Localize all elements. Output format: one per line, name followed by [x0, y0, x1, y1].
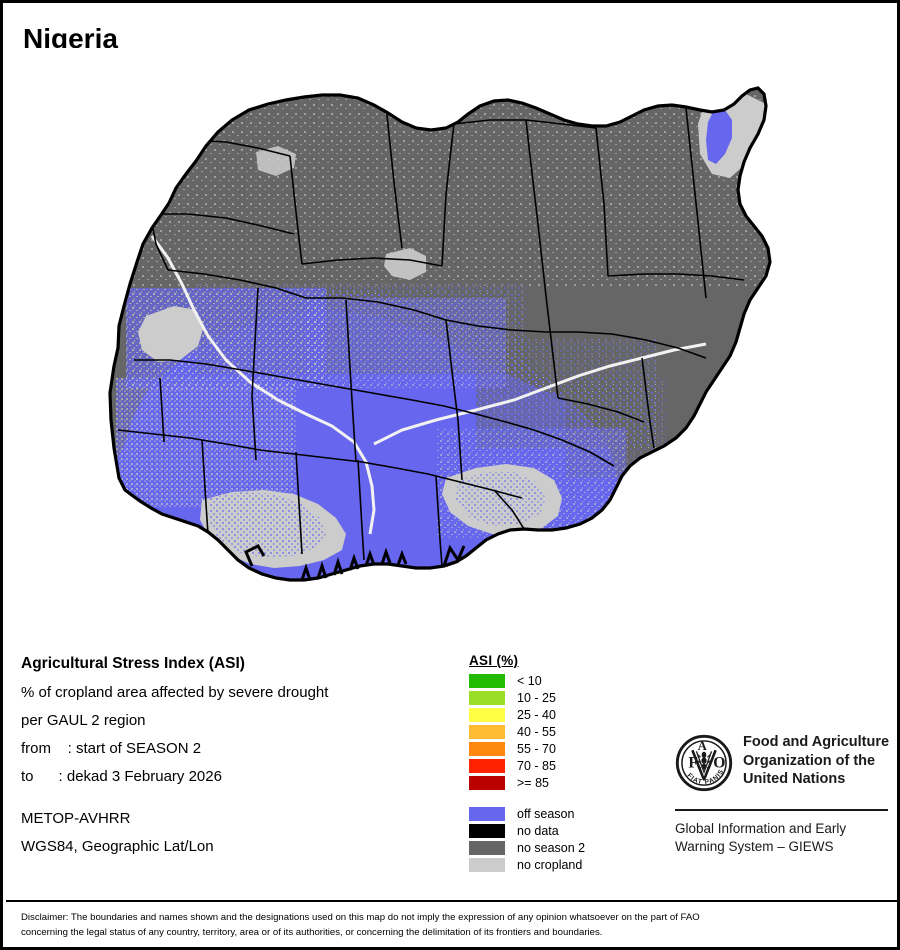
giews-name: Global Information and Early Warning Sys… [675, 820, 893, 855]
svg-text:A: A [698, 739, 708, 753]
legend-item-no-data[interactable]: no data [469, 822, 659, 839]
disclaimer-line-1: Disclaimer: The boundaries and names sho… [21, 912, 700, 923]
fao-name-line-3: United Nations [743, 771, 846, 788]
benue-river [373, 342, 707, 446]
map-legend: ASI (%) < 10 10 - 25 25 - 40 40 - 55 55 … [469, 653, 659, 873]
legend-item[interactable]: 10 - 25 [469, 689, 659, 706]
legend-title: ASI (%) [469, 653, 519, 668]
legend-item[interactable]: 25 - 40 [469, 706, 659, 723]
fao-branding: F A O FIAT PANIS Food and Agriculture O [675, 733, 893, 855]
asi-period-from: from : start of SEASON 2 [21, 740, 202, 757]
admin-boundaries [117, 105, 745, 567]
sensor-label: METOP-AVHRR [21, 810, 131, 827]
legend-swatch [469, 707, 505, 722]
asi-period-to: to : dekad 3 February 2026 [21, 768, 222, 785]
legend-label: 55 - 70 [517, 741, 556, 756]
legend-item[interactable]: 70 - 85 [469, 757, 659, 774]
giews-line-2: Warning System – GIEWS [675, 838, 834, 854]
legend-label: >= 85 [517, 775, 549, 790]
projection-label: WGS84, Geographic Lat/Lon [21, 838, 214, 855]
legend-swatch [469, 758, 505, 773]
country-outline [108, 86, 772, 582]
legend-item[interactable]: 55 - 70 [469, 740, 659, 757]
legend-item-no-cropland[interactable]: no cropland [469, 856, 659, 873]
no-cropland-northwest [138, 306, 204, 362]
legend-swatch [469, 775, 505, 790]
fao-name-line-1: Food and Agriculture [743, 734, 890, 750]
legend-swatch [469, 840, 505, 855]
map-canvas[interactable] [6, 48, 897, 643]
svg-text:F: F [688, 755, 698, 772]
map-info-panel: Agricultural Stress Index (ASI) % of cro… [21, 655, 451, 866]
legend-label: 10 - 25 [517, 690, 556, 705]
legend-swatch [469, 690, 505, 705]
disclaimer-line-2: concerning the legal status of any count… [21, 926, 603, 938]
niger-river [150, 235, 376, 535]
info-spacer [21, 796, 451, 810]
legend-label: no season 2 [517, 840, 586, 855]
disclaimer-text: Disclaimer: The boundaries and names sho… [21, 911, 883, 941]
legend-swatch [469, 823, 505, 838]
legend-swatch [469, 857, 505, 872]
legend-item[interactable]: 40 - 55 [469, 723, 659, 740]
legend-swatch [469, 741, 505, 756]
fao-organization-name: Food and Agriculture Organization of the… [743, 733, 889, 789]
lake-chad-water [706, 110, 732, 164]
coastline-detail [244, 544, 466, 581]
legend-swatch [469, 673, 505, 688]
asi-description: % of cropland area affected by severe dr… [21, 684, 329, 701]
legend-label: 70 - 85 [517, 758, 556, 773]
legend-swatch [469, 724, 505, 739]
giews-line-1: Global Information and Early [675, 821, 847, 836]
legend-label: < 10 [517, 673, 542, 688]
legend-item-off-season[interactable]: off season [469, 805, 659, 822]
legend-item[interactable]: >= 85 [469, 774, 659, 791]
legend-swatch [469, 806, 505, 821]
legend-separator [469, 791, 659, 805]
fao-divider [675, 809, 888, 811]
fao-name-line-2: Organization of the [743, 752, 876, 769]
asi-region-level: per GAUL 2 region [21, 712, 146, 729]
nigeria-asi-map[interactable] [6, 48, 897, 643]
legend-label: no data [517, 823, 559, 838]
asi-heading: Agricultural Stress Index (ASI) [21, 655, 245, 672]
legend-label: 25 - 40 [517, 707, 556, 722]
fao-logo-icon: F A O FIAT PANIS [675, 734, 733, 797]
legend-item-no-season-2[interactable]: no season 2 [469, 839, 659, 856]
disclaimer-divider [6, 900, 897, 902]
legend-label: off season [517, 806, 575, 821]
legend-item[interactable]: < 10 [469, 672, 659, 689]
legend-label: no cropland [517, 857, 583, 872]
legend-label: 40 - 55 [517, 724, 556, 739]
svg-text:O: O [713, 755, 725, 772]
